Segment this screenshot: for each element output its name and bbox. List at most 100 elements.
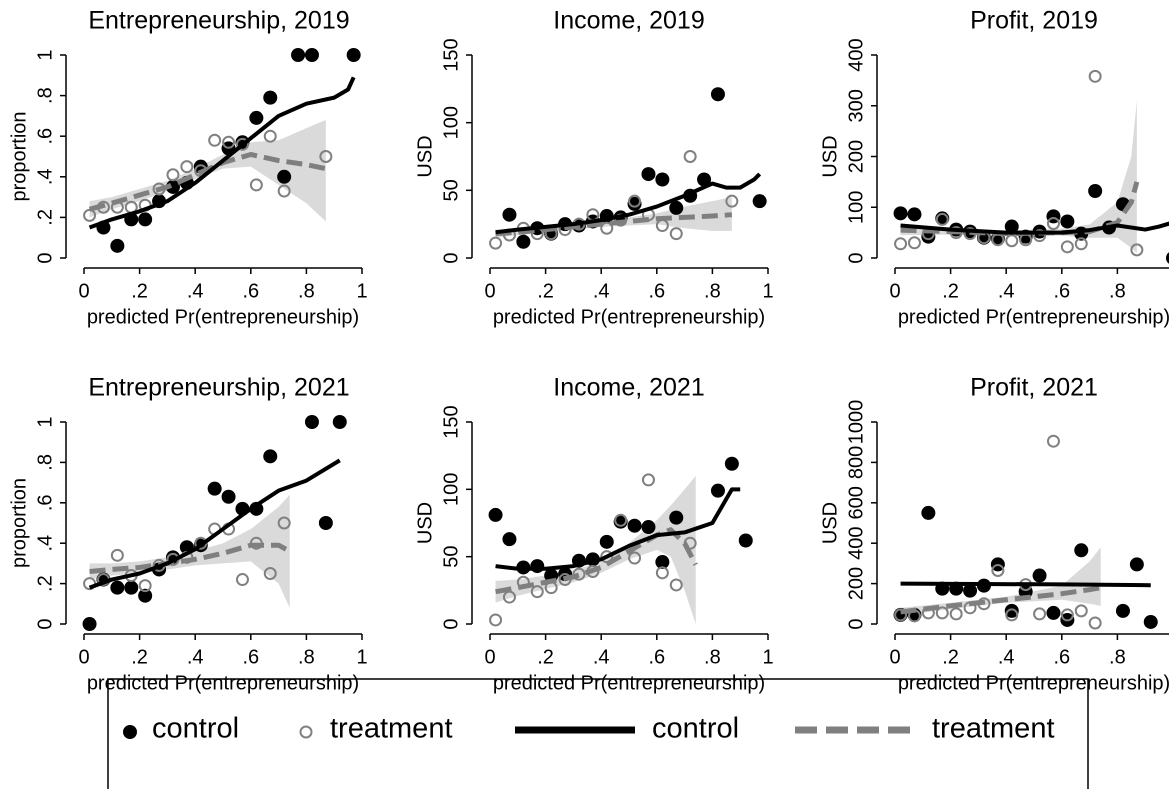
control-point (921, 505, 936, 520)
x-tick-label: .6 (1053, 280, 1070, 302)
control-point (655, 172, 670, 187)
control-point (263, 90, 278, 105)
control-point (627, 196, 642, 211)
control-point (207, 481, 222, 496)
control-point (346, 48, 361, 62)
y-tick-label: .2 (34, 209, 56, 226)
x-tick-label: 1 (1167, 646, 1169, 668)
treatment-point (235, 573, 249, 587)
x-tick-label: .8 (704, 646, 721, 668)
y-tick-label: 100 (440, 473, 462, 506)
x-tick-label: 0 (889, 646, 900, 668)
y-tick-label: 100 (440, 106, 462, 139)
treatment-point (641, 473, 655, 487)
treatment-point (1046, 434, 1060, 448)
panel-title: Entrepreneurship, 2021 (88, 374, 349, 402)
treatment-point (572, 567, 586, 581)
control-point (221, 489, 236, 504)
x-tick-label: .6 (242, 646, 259, 668)
x-tick-label: .2 (537, 646, 554, 668)
x-tick-label: .4 (593, 280, 610, 302)
control-point (1115, 603, 1130, 618)
panel: Income, 2021 0 50 100 150 0 .2 .4 .6 .8 1 predicted… (414, 374, 773, 695)
treatment-fit (495, 212, 733, 237)
treatment-point (683, 150, 697, 163)
x-tick-label: .6 (648, 280, 665, 302)
x-tick-label: .2 (131, 646, 148, 668)
control-point (907, 207, 922, 222)
x-tick-label: .4 (593, 646, 610, 668)
panel: Entrepreneurship, 2021 0 .2 .4 .6 .8 1 0 .2 .4 .6.… (8, 374, 367, 695)
legend-marker (299, 725, 313, 739)
control-point (893, 206, 908, 221)
treatment-point (489, 236, 503, 250)
y-tick-label: 0 (440, 618, 462, 629)
legend-label: control (652, 713, 739, 745)
treatment-point (138, 579, 152, 593)
treatment-point (263, 567, 277, 580)
treatment-point (655, 566, 669, 580)
panel-title: Entrepreneurship, 2019 (88, 7, 349, 35)
control-point (963, 583, 978, 598)
x-tick-label: 1 (762, 280, 773, 302)
x-tick-label: .2 (942, 646, 959, 668)
y-tick-label: 0 (34, 252, 56, 263)
legend-box (107, 678, 1089, 789)
control-point (1046, 605, 1061, 620)
treatment-point (725, 194, 739, 208)
control-point (249, 110, 264, 125)
x-axis-label: predicted Pr(entrepreneurship) (493, 672, 765, 694)
treatment-fit (900, 585, 1102, 615)
control-point (1129, 557, 1144, 572)
x-tick-label: .4 (187, 280, 204, 302)
y-tick-label: 100 (845, 191, 867, 224)
control-point (1143, 614, 1158, 629)
control-point (1004, 603, 1019, 618)
control-point (277, 169, 292, 184)
x-tick-label: .8 (1109, 280, 1126, 302)
treatment-point (1033, 607, 1047, 621)
y-tick-label: 50 (440, 546, 462, 568)
legend: control treatment control treatment (107, 678, 1089, 789)
x-tick-label: 1 (356, 280, 367, 302)
legend-marker (123, 725, 137, 739)
y-tick-label: .4 (34, 168, 56, 185)
x-tick-label: .4 (998, 280, 1015, 302)
control-point (488, 507, 503, 522)
y-tick-label: 600 (845, 486, 867, 519)
control-point (516, 234, 531, 249)
confidence-band (900, 100, 1137, 253)
control-point (263, 449, 278, 464)
treatment-point (489, 613, 503, 627)
treatment-point (319, 150, 333, 163)
x-tick-label: .6 (648, 646, 665, 668)
control-point (110, 580, 125, 595)
control-point (752, 194, 767, 209)
control-point (641, 520, 656, 535)
y-tick-label: 1000 (845, 400, 867, 445)
x-tick-label: 0 (78, 280, 89, 302)
x-tick-label: .8 (704, 280, 721, 302)
x-tick-label: .6 (242, 280, 259, 302)
treatment-point (1005, 608, 1019, 622)
x-tick-label: .2 (131, 280, 148, 302)
control-point (641, 167, 656, 182)
control-point (1004, 219, 1019, 234)
y-tick-label: 0 (845, 252, 867, 263)
treatment-point (628, 551, 642, 565)
control-point (304, 415, 319, 429)
y-tick-label: 200 (845, 140, 867, 173)
x-tick-label: .8 (1109, 646, 1126, 668)
x-axis-label: predicted Pr(entrepreneurship) (493, 306, 765, 328)
legend-label: treatment (932, 713, 1055, 745)
panel: Income, 2019 0 50 100 150 0 .2 .4 .6 .8 1 predicted… (414, 7, 773, 329)
control-point (318, 516, 333, 530)
control-point (1166, 252, 1169, 264)
control-point (627, 518, 642, 533)
treatment-fit (89, 542, 291, 574)
y-tick-label: .6 (34, 128, 56, 145)
control-fit (495, 172, 762, 235)
control-point (110, 238, 125, 253)
y-tick-label: 400 (845, 38, 867, 71)
